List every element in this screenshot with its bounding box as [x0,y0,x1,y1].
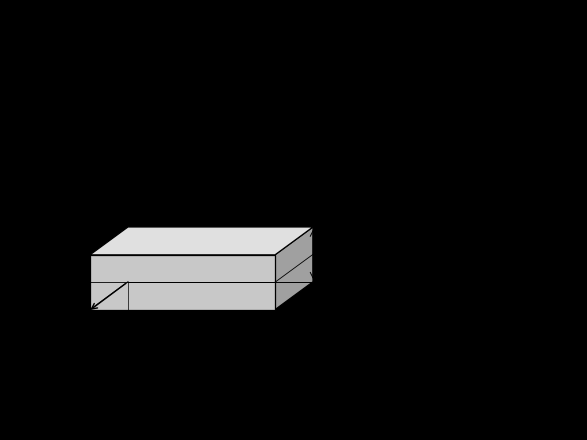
Text: tensile load as shown in the figure. Measurements show the block to increase in : tensile load as shown in the figure. Mea… [5,73,587,87]
Polygon shape [275,227,313,310]
Text: b: b [323,242,331,255]
Text: P: P [353,248,362,261]
Text: x: x [371,248,378,261]
Text: L: L [217,335,225,348]
Text: x = 7.11×10 − 5m (initial length=10cm) and to decrease width by δ z = 0.533×10 −: x = 7.11×10 − 5m (initial length=10cm) a… [5,96,587,111]
Text: L: L [178,334,187,346]
Text: z: z [78,306,85,319]
Polygon shape [90,255,275,310]
Text: a: a [296,315,303,329]
Text: y: y [124,168,131,181]
Text: . A steel rectangular block, a = 2.4cm wide and b =1.2 cm deep, is subjected to : . A steel rectangular block, a = 2.4cm w… [5,49,587,63]
Text: P: P [36,270,45,283]
Polygon shape [90,227,313,255]
Text: when P is 45 kN. Calculate the modulus of elasticity and Poisson’s ratio for the: when P is 45 kN. Calculate the modulus o… [5,125,587,139]
